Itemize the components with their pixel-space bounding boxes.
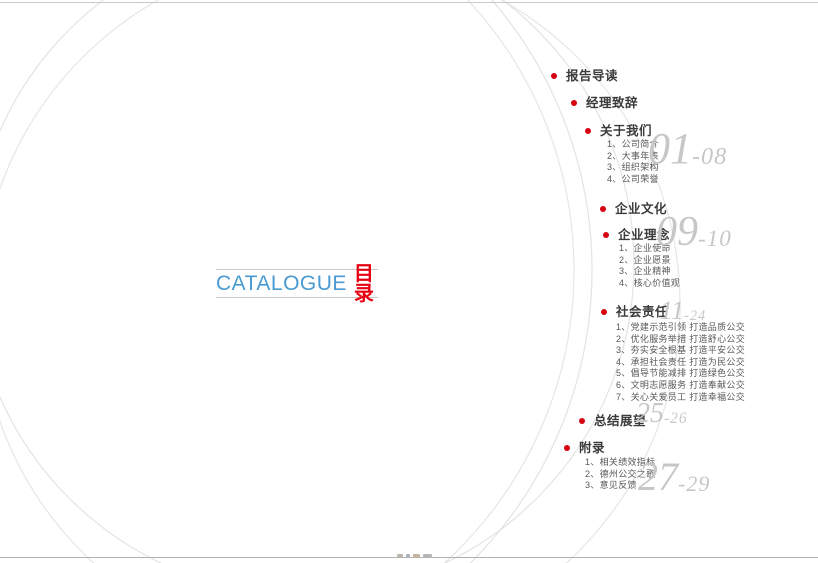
page-title-chinese: 目录: [353, 262, 374, 305]
toc-item[interactable]: 3、组织架构: [607, 162, 659, 173]
toc-item[interactable]: 3、企业精神: [619, 266, 671, 277]
toc-section-title[interactable]: 附录: [579, 440, 606, 455]
toc-section-title[interactable]: 社会责任: [616, 304, 669, 319]
page-number-appendix: 27-29: [638, 454, 711, 499]
toc-item[interactable]: 2、优化服务举措 打造舒心公交: [616, 333, 746, 344]
page-number-summary-outlook: 25-26: [636, 398, 688, 429]
toc-item[interactable]: 2、德州公交之歌: [585, 468, 656, 479]
page-number-about-us: 01-08: [648, 124, 728, 173]
toc-item[interactable]: 3、夯实安全根基 打造平安公交: [616, 345, 746, 356]
toc-item-list-corporate-philosophy: 1、企业使命 2、企业愿景 3、企业精神 4、核心价值观: [619, 243, 680, 289]
toc-section-title[interactable]: 经理致辞: [586, 95, 639, 110]
toc-section-report-guide[interactable]: 报告导读: [551, 68, 618, 84]
bullet-icon: [571, 100, 577, 106]
toc-item[interactable]: 4、核心价值观: [619, 277, 681, 288]
toc-section-manager-speech[interactable]: 经理致辞: [571, 95, 638, 111]
toc-section-about-us[interactable]: 关于我们: [585, 123, 652, 139]
toc-item[interactable]: 4、承担社会责任 打造为民公交: [616, 356, 746, 367]
toc-item-list-about-us: 1、公司简介 2、大事年表 3、组织架构 4、公司荣誉: [607, 139, 659, 185]
toc-section-social-responsibility[interactable]: 社会责任: [601, 304, 668, 320]
toc-section-title[interactable]: 企业文化: [615, 201, 668, 216]
bullet-icon: [551, 73, 557, 79]
footer-cropped-text: [397, 553, 432, 557]
bullet-icon: [579, 418, 585, 424]
bullet-icon: [600, 206, 606, 212]
toc-section-title[interactable]: 企业理念: [618, 227, 671, 242]
toc-item[interactable]: 1、相关绩效指标: [585, 457, 656, 467]
page-bottom-border: [0, 557, 818, 558]
toc-section-corporate-culture[interactable]: 企业文化: [600, 201, 667, 217]
toc-item[interactable]: 3、意见反馈: [585, 480, 637, 491]
bullet-icon: [585, 128, 591, 134]
toc-item[interactable]: 1、党建示范引领 打造品质公交: [616, 322, 746, 332]
toc-section-title[interactable]: 报告导读: [566, 68, 619, 83]
toc-item[interactable]: 6、文明志愿服务 打造奉献公交: [616, 379, 746, 390]
bullet-icon: [564, 445, 570, 451]
page-title: CATALOGUE 目录: [216, 264, 378, 304]
page-title-english: CATALOGUE: [216, 272, 347, 295]
page-number-social-responsibility: 11-24: [660, 296, 707, 325]
toc-item[interactable]: 2、企业愿景: [619, 254, 671, 265]
toc-section-summary-outlook[interactable]: 总结展望: [579, 413, 646, 429]
toc-item[interactable]: 2、大事年表: [607, 150, 659, 161]
toc-section-appendix[interactable]: 附录: [564, 440, 605, 456]
bullet-icon: [601, 309, 607, 315]
toc-item[interactable]: 1、公司简介: [607, 139, 659, 149]
toc-item[interactable]: 5、倡导节能减排 打造绿色公交: [616, 368, 746, 379]
toc-section-title[interactable]: 总结展望: [594, 413, 647, 428]
toc-item-list-social-responsibility: 1、党建示范引领 打造品质公交 2、优化服务举措 打造舒心公交 3、夯实安全根基…: [616, 322, 745, 403]
toc-item-list-appendix: 1、相关绩效指标 2、德州公交之歌 3、意见反馈: [585, 457, 655, 492]
toc-item[interactable]: 7、关心关爱员工 打造幸福公交: [616, 391, 746, 402]
toc-section-corporate-philosophy[interactable]: 企业理念: [603, 227, 670, 243]
bullet-icon: [603, 232, 609, 238]
toc-section-title[interactable]: 关于我们: [600, 123, 653, 138]
page-number-corporate-philosophy: 09-10: [656, 209, 732, 255]
page-top-border: [0, 2, 818, 3]
toc-item[interactable]: 1、企业使命: [619, 243, 671, 253]
toc-item[interactable]: 4、公司荣誉: [607, 173, 659, 184]
